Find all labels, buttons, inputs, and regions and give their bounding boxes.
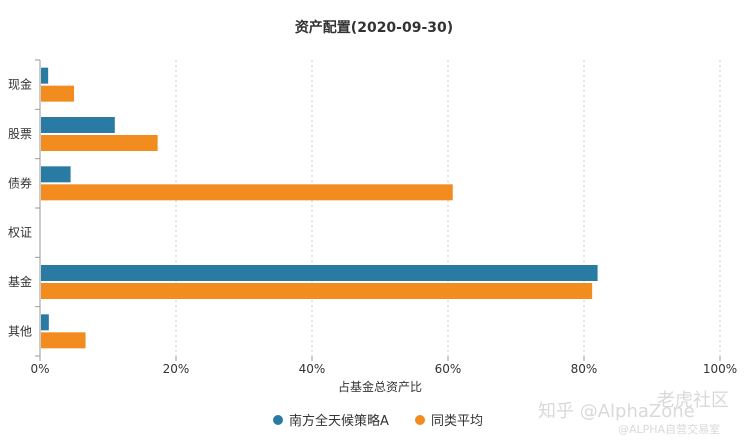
- legend-item[interactable]: 南方全天候策略A: [273, 413, 389, 429]
- category-label: 其他: [8, 324, 32, 338]
- bar-peer-average: [41, 135, 158, 151]
- x-tick-label: 40%: [299, 362, 326, 376]
- bar-peer-average: [41, 85, 74, 102]
- x-axis-title: 占基金总资产比: [338, 379, 422, 394]
- category-label: 现金: [8, 77, 32, 92]
- category-label: 股票: [8, 127, 32, 141]
- x-tick-label: 60%: [435, 362, 462, 376]
- bar-peer-average: [41, 283, 593, 299]
- category-label: 基金: [8, 274, 32, 289]
- legend-label: 南方全天候策略A: [289, 413, 389, 429]
- bar-fund: [41, 67, 49, 84]
- x-tick-label: 100%: [703, 362, 737, 376]
- bar-fund: [41, 265, 598, 281]
- watermark-subtext: @ALPHA自营交易室: [618, 422, 720, 436]
- legend-item[interactable]: 同类平均: [415, 414, 483, 429]
- bar-fund: [41, 314, 49, 331]
- legend[interactable]: 南方全天候策略A 同类平均: [273, 413, 483, 429]
- x-tick-label: 80%: [571, 362, 598, 376]
- chart-title: 资产配置(2020-09-30): [295, 19, 453, 36]
- bar-group: [41, 67, 598, 349]
- bar-peer-average: [41, 184, 453, 201]
- category-label: 债券: [8, 175, 32, 190]
- bar-peer-average: [41, 332, 86, 349]
- watermark-text: 知乎 @AlphaZone: [538, 401, 695, 422]
- x-tick-label: 0%: [30, 362, 49, 376]
- legend-marker: [415, 415, 425, 425]
- x-tick-label: 20%: [163, 362, 190, 376]
- watermark: 知乎 @AlphaZone @ALPHA自营交易室 老虎社区: [538, 390, 729, 436]
- bar-fund: [41, 166, 71, 183]
- legend-label: 同类平均: [431, 414, 483, 429]
- grid-lines: [175, 60, 721, 356]
- category-label: 权证: [8, 226, 32, 240]
- legend-marker: [273, 415, 283, 425]
- bar-fund: [41, 117, 115, 133]
- watermark-community: 老虎社区: [657, 390, 729, 411]
